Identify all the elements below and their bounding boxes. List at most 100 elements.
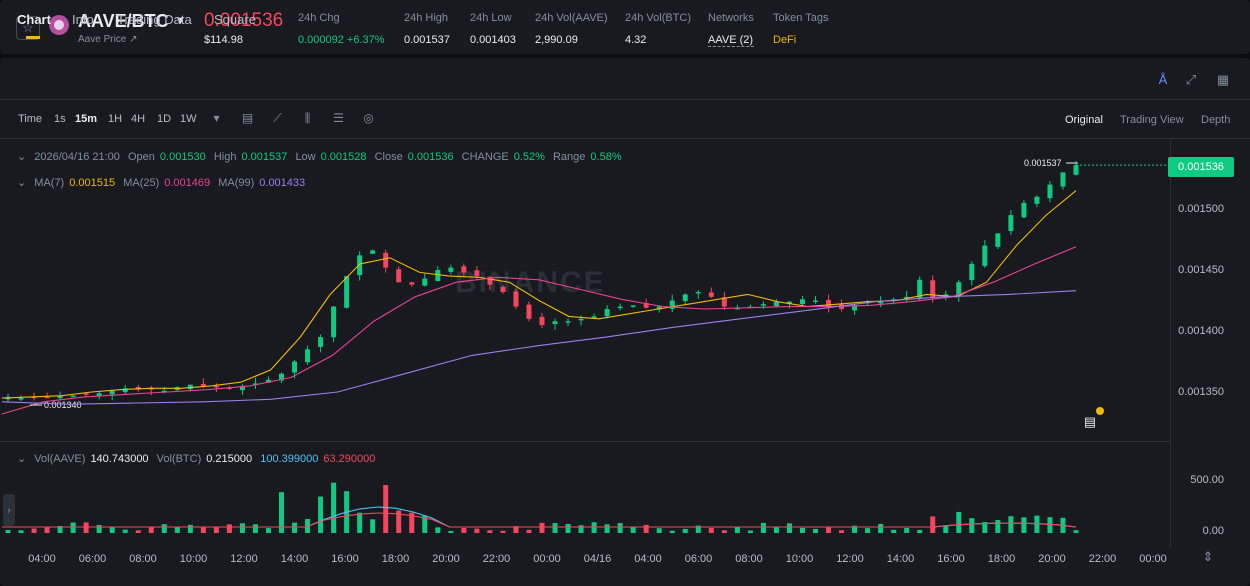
candle-body [318, 337, 324, 347]
stat-24h-high: 24h High 0.001537 [404, 12, 450, 46]
volume-bar [643, 524, 649, 533]
volume-info: ⌄ Vol(AAVE) 140.743000 Vol(BTC) 0.215000 1… [17, 452, 380, 465]
volume-bar [682, 528, 688, 533]
fullscreen-icon[interactable]: ⤢ [1185, 72, 1197, 87]
timeframe-time[interactable]: Time [18, 113, 43, 125]
caret-down-icon[interactable]: ▼ [175, 15, 186, 27]
ma25-line [1, 246, 1077, 415]
candle-body [578, 318, 584, 321]
candle-body [969, 263, 975, 281]
ma99-label: MA(99) [218, 177, 255, 189]
volume-bar [552, 523, 558, 533]
candle-body [213, 385, 219, 388]
layout-grid-icon[interactable]: ▦ [1216, 72, 1230, 87]
view-depth[interactable]: Depth [1201, 114, 1231, 126]
timeframe-1s[interactable]: 1s [54, 113, 66, 125]
candle-body [552, 321, 558, 325]
tab-chart[interactable]: Chart [17, 12, 51, 39]
timeframe-4h[interactable]: 4H [131, 113, 146, 125]
left-scroll-handle[interactable]: › [3, 494, 15, 526]
binance-watermark: BINANCE [455, 266, 606, 299]
time-tick: 12:00 [836, 553, 864, 565]
volume-bar [109, 526, 115, 533]
candle-body [930, 280, 936, 299]
aave-price-link[interactable]: Aave Price ↗ [78, 34, 138, 45]
ai-icon[interactable]: Å [1158, 72, 1168, 87]
pair-selector[interactable]: AAVE/BTC [78, 11, 169, 31]
tab-info[interactable]: Info [72, 12, 94, 27]
volume-bar [747, 530, 753, 533]
candle-body [370, 250, 376, 254]
candle-type-icon[interactable]: ⫼ [304, 111, 311, 125]
candle-body [682, 294, 688, 302]
ma7-line [1, 190, 1077, 399]
collapse-chevron-icon[interactable]: ⌄ [17, 177, 27, 189]
stat-value: 4.32 [625, 34, 647, 46]
tab-trading-data[interactable]: Trading Data [117, 12, 192, 27]
candle-body [604, 309, 610, 317]
volume-bar [1034, 515, 1040, 533]
candle-body [122, 388, 128, 393]
volume-bar [292, 522, 298, 533]
volume-bar [57, 525, 63, 533]
volume-bar [422, 515, 428, 533]
notes-icon[interactable]: ▤ [1083, 414, 1097, 429]
candle-body [773, 301, 779, 307]
volume-bar [1021, 517, 1027, 533]
stat-value[interactable]: AAVE (2) [708, 34, 754, 47]
candle-body [656, 306, 662, 310]
price-tick: 0.001400 [1178, 325, 1224, 337]
timeframe-dropdown-icon[interactable]: ▾ [213, 111, 220, 125]
view-trading-view[interactable]: Trading View [1120, 114, 1184, 126]
timeframe-1w[interactable]: 1W [180, 113, 197, 125]
candle-body [396, 269, 402, 283]
collapse-chevron-icon[interactable]: ⌄ [17, 151, 27, 163]
volume-bar [265, 528, 271, 533]
time-tick: 18:00 [987, 553, 1016, 565]
view-original[interactable]: Original [1065, 114, 1103, 126]
scale-toggle-icon[interactable]: ⇕ [1202, 549, 1214, 564]
collapse-chevron-icon[interactable]: ⌄ [17, 453, 27, 465]
timeframe-1d[interactable]: 1D [157, 113, 172, 125]
stat-label: Networks [708, 12, 754, 24]
timeframe-15m[interactable]: 15m [75, 113, 98, 125]
favorite-star-icon[interactable]: ☆ [16, 16, 40, 40]
volume-bar [318, 496, 324, 533]
volume-bar [656, 528, 662, 533]
volume-bar [31, 528, 37, 533]
volume-bar [721, 530, 727, 533]
candle-body [1060, 172, 1066, 187]
close-label: Close [374, 151, 403, 163]
candle-body [799, 299, 805, 305]
candle-body [643, 302, 649, 308]
volume-bar [161, 524, 167, 533]
volume-bar [930, 516, 936, 533]
volume-bar [617, 523, 623, 533]
high-value: 0.001537 [241, 151, 288, 163]
chart-settings-icon[interactable]: ☰ [333, 111, 344, 125]
timeframe-1h[interactable]: 1H [108, 113, 123, 125]
candle-body [721, 297, 727, 307]
candle-body [708, 292, 714, 297]
settings-icon[interactable]: ◎ [363, 111, 374, 125]
volume-bar [669, 530, 675, 533]
candle-body [461, 266, 467, 273]
candle-body [982, 245, 988, 266]
pane-divider[interactable] [0, 441, 1170, 442]
tab-square[interactable]: Square [214, 12, 256, 27]
calendar-icon[interactable]: ▤ [241, 111, 254, 125]
last-price: 0.001536 [204, 10, 284, 31]
time-tick: 16:00 [331, 553, 359, 565]
indicator-icon[interactable]: ⟋ [273, 111, 282, 125]
volume-bar [370, 519, 376, 533]
stat-value[interactable]: DeFi [773, 34, 797, 46]
volume-bar [565, 523, 571, 533]
candle-body [161, 390, 167, 393]
candle-body [187, 384, 193, 390]
volume-bar [526, 529, 532, 533]
candle-body [526, 304, 532, 319]
candle-body [826, 299, 832, 307]
stat-networks[interactable]: Networks AAVE (2) [708, 12, 754, 47]
candle-body [331, 306, 337, 338]
